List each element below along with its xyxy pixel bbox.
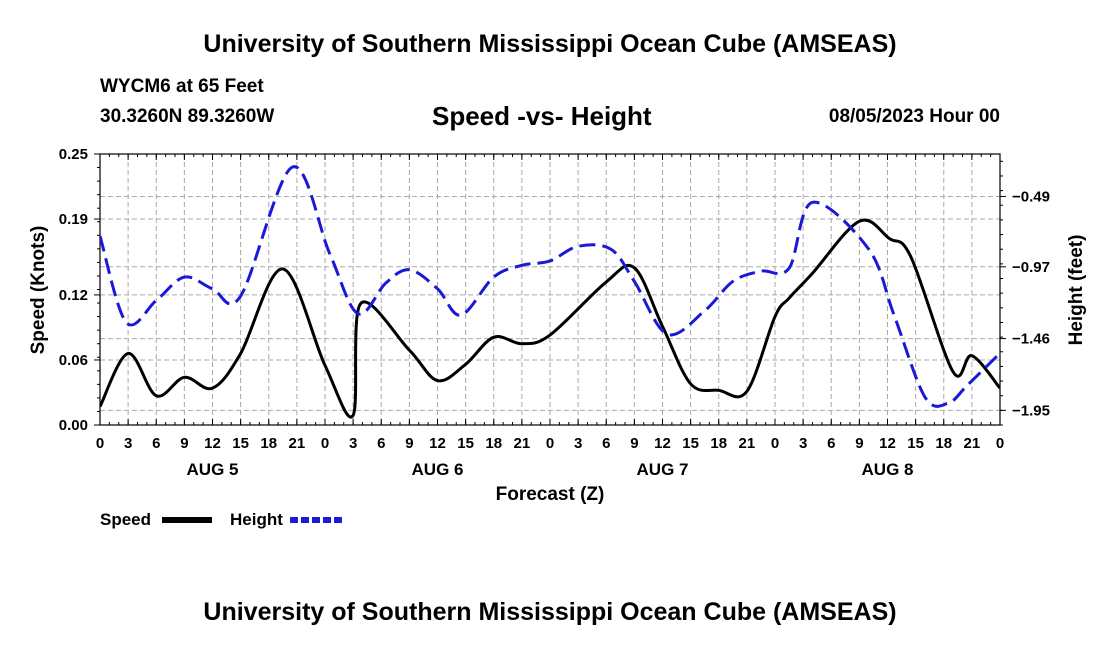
x-tick-label: 0 [996, 435, 1004, 452]
legend-height-label: Height [230, 510, 283, 529]
axis-labels: 0 3 6 9 12 15 18 21 0 3 6 9 12 15 18 21 0 3 6 9 12 15 18 21 0 3 6 9… [59, 146, 1050, 479]
legend-speed-label: Speed [100, 510, 151, 529]
x-tick-label: 18 [485, 435, 502, 452]
x-tick-label: 15 [457, 435, 474, 452]
x-tick-label: 12 [204, 435, 221, 452]
x-tick-label: 3 [574, 435, 582, 452]
x-tick-label: 6 [377, 435, 385, 452]
x-tick-label: 0 [96, 435, 104, 452]
y-tick-label: 0.25 [59, 146, 88, 163]
y-tick-label: 0.06 [59, 352, 88, 369]
x-tick-label: 12 [429, 435, 446, 452]
x-tick-label: 0 [771, 435, 779, 452]
x-axis-label: Forecast (Z) [496, 484, 605, 505]
x-tick-label: 21 [964, 435, 981, 452]
x-tick-label: 6 [827, 435, 835, 452]
x-tick-label: 21 [739, 435, 756, 452]
footer-title: University of Southern Mississippi Ocean… [203, 598, 897, 626]
grid [100, 154, 1000, 425]
x-tick-label: 15 [907, 435, 924, 452]
x-tick-label: 12 [879, 435, 896, 452]
series-group [100, 165, 1000, 419]
x-tick-label: 9 [855, 435, 863, 452]
x-day-label: AUG 5 [187, 460, 239, 479]
x-tick-label: 6 [152, 435, 160, 452]
x-tick-label: 3 [799, 435, 807, 452]
x-tick-label: 21 [514, 435, 531, 452]
x-tick-label: 15 [232, 435, 249, 452]
x-tick-label: 6 [602, 435, 610, 452]
y-tick-label: 0.19 [59, 211, 88, 228]
x-tick-label: 18 [935, 435, 952, 452]
chart-subtitle: Speed -vs- Height [432, 101, 652, 131]
station-label: WYCM6 at 65 Feet [100, 76, 264, 97]
x-tick-label: 9 [405, 435, 413, 452]
x-tick-label: 0 [321, 435, 329, 452]
series-line-speed [100, 218, 1000, 419]
x-tick-label: 18 [260, 435, 277, 452]
x-tick-label: 15 [682, 435, 699, 452]
x-tick-label: 9 [180, 435, 188, 452]
y2-tick-label: −1.95 [1012, 402, 1050, 419]
x-day-label: AUG 6 [412, 460, 464, 479]
legend: Speed Height [100, 510, 342, 529]
y2-tick-label: −0.97 [1012, 259, 1050, 276]
y-tick-label: 0.12 [59, 287, 88, 304]
coordinates-label: 30.3260N 89.3260W [100, 106, 275, 127]
x-tick-label: 18 [710, 435, 727, 452]
x-tick-label: 12 [654, 435, 671, 452]
x-day-label: AUG 8 [862, 460, 914, 479]
y2-tick-label: −0.49 [1012, 188, 1050, 205]
x-tick-label: 0 [546, 435, 554, 452]
x-tick-label: 3 [124, 435, 132, 452]
chart-title: University of Southern Mississippi Ocean… [203, 30, 897, 58]
x-day-label: AUG 7 [637, 460, 689, 479]
y-axis-label: Speed (Knots) [28, 226, 49, 355]
series-line-height [100, 165, 1000, 408]
forecast-datetime: 08/05/2023 Hour 00 [828, 106, 1000, 127]
y2-tick-label: −1.46 [1012, 331, 1050, 348]
x-tick-label: 3 [349, 435, 357, 452]
x-tick-label: 21 [289, 435, 306, 452]
y2-axis-label: Height (feet) [1066, 235, 1087, 346]
tick-marks [94, 153, 1006, 426]
y-tick-label: 0.00 [59, 417, 88, 434]
x-tick-label: 9 [630, 435, 638, 452]
